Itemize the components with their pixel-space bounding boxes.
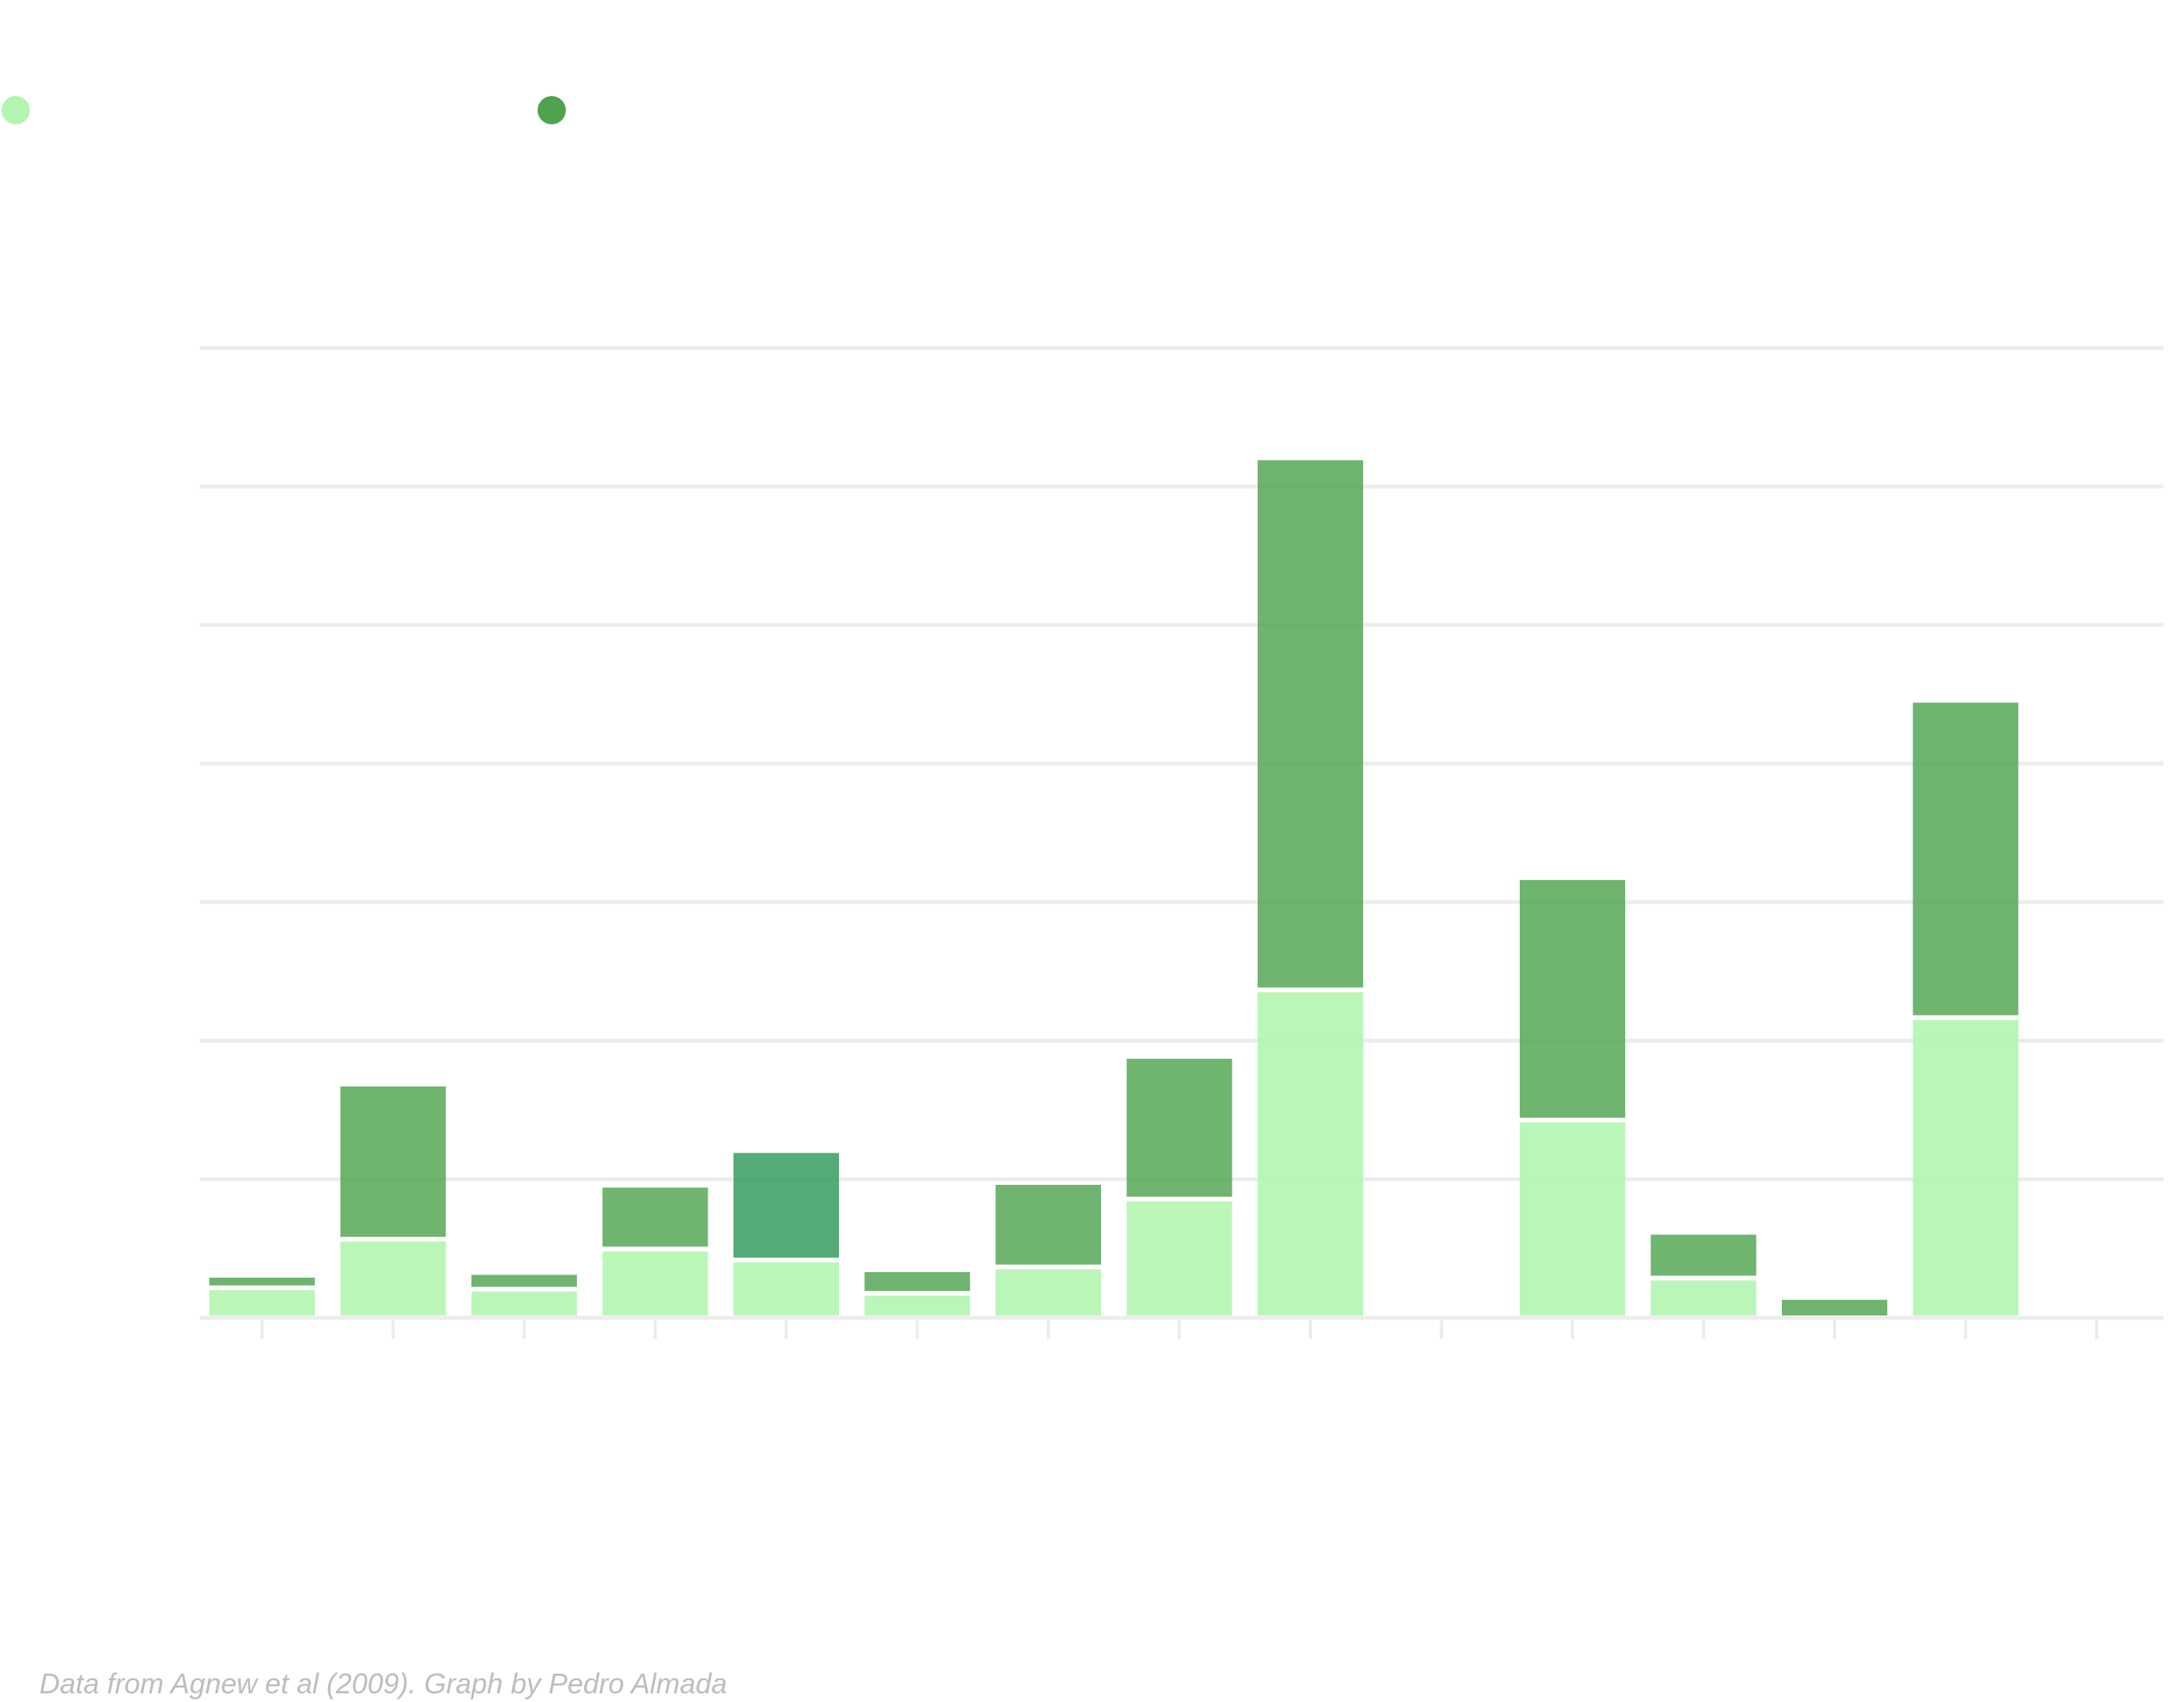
- bar-segment-light: [471, 1291, 577, 1315]
- bar-segment-dark: [602, 1187, 708, 1247]
- bar-segment-dark: [1782, 1300, 1887, 1315]
- bar-segment-light: [1520, 1122, 1625, 1315]
- bar-segment-dark: [1258, 460, 1363, 988]
- bar-segment-light: [1912, 1019, 2019, 1315]
- bar-segment-dark: [1520, 879, 1625, 1118]
- bar-segment-dark: [996, 1185, 1101, 1265]
- legend-marker-light: [2, 96, 30, 124]
- bar-segment-light: [1258, 992, 1363, 1315]
- source-credit: Data from Agnew et al (2009). Graph by P…: [39, 1667, 727, 1700]
- bar-segment-light: [996, 1269, 1101, 1315]
- bar-segment-dark: [1126, 1058, 1232, 1197]
- bar-segment-light: [1126, 1201, 1232, 1315]
- bar-segment-light: [209, 1289, 315, 1315]
- bar-segment-light: [340, 1241, 446, 1315]
- bar-segment-dark: [864, 1271, 970, 1291]
- bar-segment-dark: [209, 1277, 315, 1286]
- bar-segment-dark: [340, 1086, 446, 1238]
- bar-segment-dark: [1912, 702, 2019, 1016]
- bar-segment-light: [864, 1295, 970, 1315]
- bar-segment-light: [734, 1262, 839, 1315]
- bar-segment-dark: [734, 1153, 839, 1258]
- bar-segment-light: [1650, 1280, 1757, 1315]
- bar-segment-light: [602, 1251, 708, 1315]
- legend-marker-dark: [538, 96, 566, 124]
- bar-segment-dark: [471, 1275, 577, 1287]
- bar-segment-dark: [1650, 1234, 1757, 1276]
